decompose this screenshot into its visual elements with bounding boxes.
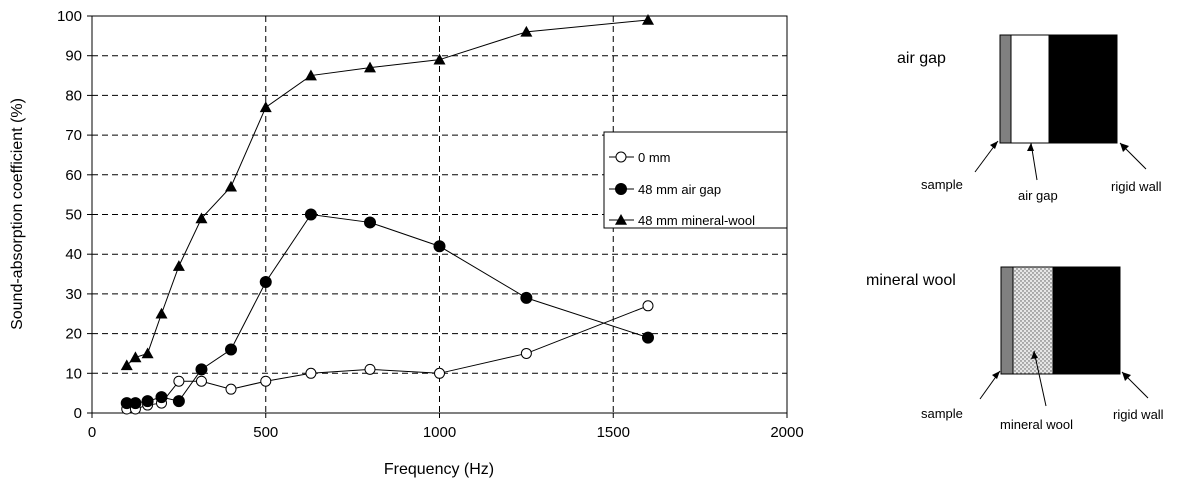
data-point	[141, 395, 154, 408]
data-point	[129, 397, 142, 410]
data-point	[642, 331, 654, 344]
x-tick-label: 500	[253, 424, 278, 441]
data-point	[642, 13, 654, 25]
rigid-wall-layer	[1052, 266, 1121, 375]
y-tick-label: 50	[65, 207, 82, 224]
y-tick-label: 40	[65, 246, 82, 263]
y-tick-label: 10	[65, 365, 82, 382]
y-tick-label: 90	[65, 48, 82, 65]
mineral-wool-arrowhead	[1031, 351, 1038, 359]
legend-items: 0 mm 48 mm air gap 48 mm mineral-wool	[609, 150, 755, 228]
rigid-wall-arrowhead	[1120, 143, 1129, 152]
mineral-wool-label: mineral wool	[1000, 417, 1073, 432]
data-point	[615, 151, 627, 163]
x-tick-label: 1500	[597, 424, 630, 441]
series-48-mm-air-gap	[120, 208, 654, 410]
y-tick-label: 60	[65, 167, 82, 184]
legend-item: 48 mm air gap	[609, 182, 721, 197]
sample-layer	[999, 34, 1012, 144]
x-tick-label: 0	[88, 424, 96, 441]
diagram-air-gap: air gap sample air gap rigid wall	[897, 34, 1162, 203]
data-point	[195, 212, 208, 224]
series-48-mm-mineral-wool	[120, 13, 654, 371]
data-point	[195, 363, 208, 376]
data-point	[364, 216, 376, 229]
data-point	[364, 61, 376, 73]
data-point	[304, 208, 317, 221]
data-point	[141, 347, 154, 359]
y-tick-label: 0	[74, 405, 82, 422]
data-point	[259, 275, 272, 288]
legend-item: 0 mm	[609, 150, 671, 165]
sample-label: sample	[921, 406, 963, 421]
y-axis-title: Sound-absorption coefficient (%)	[9, 98, 26, 330]
y-tick-label: 70	[65, 127, 82, 144]
data-point	[433, 240, 446, 253]
air-gap-arrowhead	[1027, 143, 1034, 151]
legend: 0 mm 48 mm air gap 48 mm mineral-wool	[603, 131, 788, 229]
data-point	[225, 343, 237, 356]
legend-item: 48 mm mineral-wool	[609, 213, 755, 228]
data-point	[260, 375, 272, 387]
sample-layer	[1000, 266, 1014, 375]
data-point	[172, 260, 185, 271]
diagram-title: mineral wool	[866, 272, 956, 289]
rigid-wall-arrowhead	[1122, 372, 1131, 381]
data-point	[225, 180, 237, 192]
data-point	[615, 183, 627, 195]
rigid-wall-label: rigid wall	[1111, 179, 1162, 194]
legend-label: 48 mm air gap	[638, 182, 721, 197]
legend-label: 0 mm	[638, 150, 671, 165]
sample-arrowhead	[990, 141, 998, 149]
data-point	[520, 291, 533, 304]
data-point	[259, 101, 272, 113]
data-point	[520, 347, 532, 359]
data-point	[155, 307, 168, 319]
data-point	[305, 367, 317, 379]
y-tick-label: 100	[57, 8, 82, 25]
data-point	[155, 391, 168, 404]
data-point	[172, 395, 185, 408]
data-point	[195, 375, 207, 387]
gridlines	[92, 16, 787, 413]
data-point	[364, 363, 376, 375]
data-point	[615, 214, 627, 225]
data-point	[433, 53, 446, 65]
data-point	[434, 367, 445, 379]
sample-label: sample	[921, 177, 963, 192]
air-gap-label: air gap	[1018, 188, 1058, 203]
y-tick-label: 80	[65, 87, 82, 104]
legend-box	[603, 131, 788, 229]
x-tick-label: 2000	[770, 424, 803, 441]
mineral-wool-arrow	[1033, 350, 1047, 407]
data-point	[520, 25, 533, 37]
data-point	[304, 69, 317, 81]
diagram-mineral-wool: mineral wool sample mineral wool rigid w…	[866, 266, 1164, 432]
diagram-title: air gap	[897, 50, 946, 67]
x-tick-label: 1000	[423, 424, 456, 441]
y-tick-label: 30	[65, 286, 82, 303]
x-axis-title: Frequency (Hz)	[384, 461, 494, 478]
y-tick-label: 20	[65, 326, 82, 343]
air-gap-layer	[1010, 34, 1050, 144]
data-point	[120, 359, 133, 371]
sample-arrowhead	[992, 371, 1000, 379]
data-point	[642, 300, 654, 312]
data-point	[173, 375, 185, 387]
rigid-wall-label: rigid wall	[1113, 407, 1164, 422]
legend-label: 48 mm mineral-wool	[638, 213, 755, 228]
data-point	[129, 351, 142, 363]
rigid-wall-layer	[1048, 34, 1118, 144]
series-layer	[120, 13, 654, 415]
data-point	[225, 383, 237, 395]
